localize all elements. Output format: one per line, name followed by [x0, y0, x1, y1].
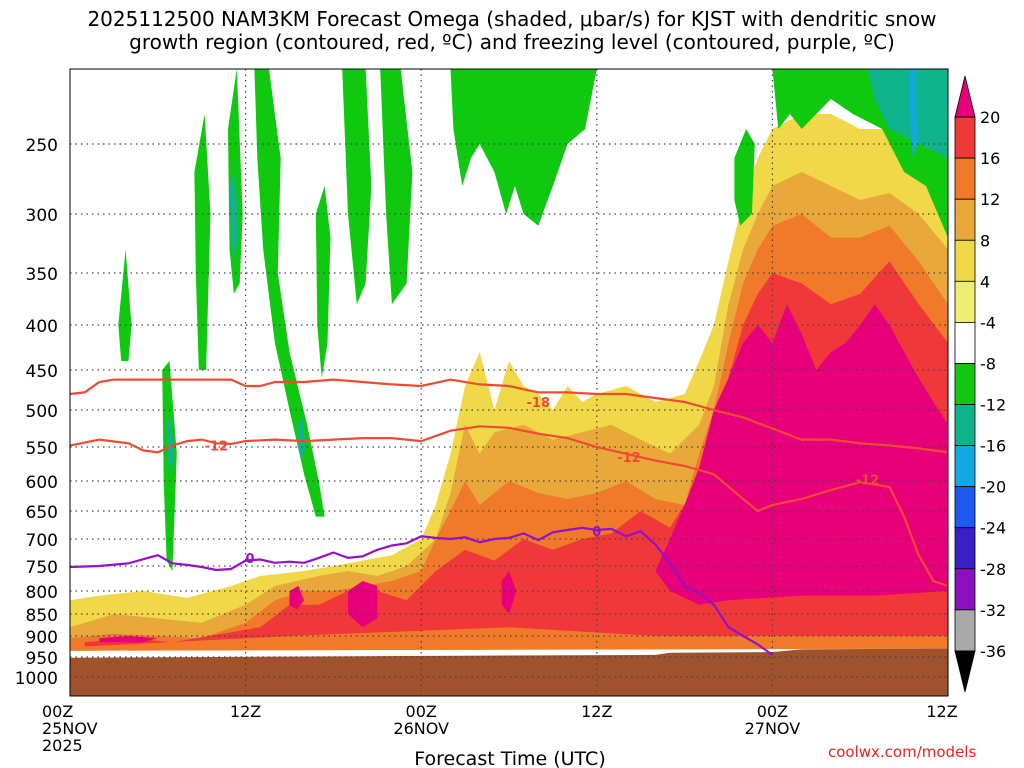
- colorbar: 20 16 12 8 4 -4 -8 -12 -16 -20 -24 -28 -32 -36: [954, 75, 1006, 693]
- colorbar-swatch-10: [954, 486, 976, 529]
- omega-region-magenta-main: [655, 304, 948, 605]
- contour-label-0: -18: [527, 396, 551, 411]
- omega-region-green-8: [380, 69, 413, 305]
- omega-region-green-6: [315, 186, 331, 378]
- colorbar-label--16: -16: [980, 437, 1006, 456]
- omega-region-magenta-b4: [501, 571, 517, 614]
- y-tick-label-300: 300: [26, 206, 58, 226]
- chart-title-line1: 2025112500 NAM3KM Forecast Omega (shaded…: [87, 7, 937, 31]
- y-tick-label-650: 650: [26, 503, 58, 523]
- colorbar-swatch-0: [954, 75, 976, 118]
- y-tick-label-1000: 1000: [15, 669, 58, 689]
- x-tick-label-48-0: 00Z: [757, 702, 788, 721]
- omega-region-green-7: [342, 69, 372, 305]
- y-tick-label-550: 550: [26, 439, 58, 459]
- contour-label-3: -12: [856, 474, 880, 489]
- contour-label-4: 0: [245, 552, 254, 567]
- dgz-contour-minus18: [70, 378, 948, 454]
- colorbar-label-4: 4: [980, 272, 990, 291]
- x-tick-label-24-1: 26NOV: [393, 719, 449, 738]
- colorbar-swatch-11: [954, 527, 976, 570]
- colorbar-swatch-7: [954, 363, 976, 405]
- colorbar-label--24: -24: [980, 519, 1006, 538]
- colorbar-swatch-9: [954, 445, 976, 488]
- colorbar-label--8: -8: [980, 354, 996, 373]
- x-tick-label-24-0: 00Z: [406, 702, 437, 721]
- omega-region-green-1: [118, 249, 132, 361]
- x-tick-label-60-0: 12Z: [926, 702, 957, 721]
- contour-layer: -18 -12 -12 -12 0 0: [70, 378, 948, 656]
- colorbar-swatch-1: [954, 116, 976, 159]
- colorbar-swatch-13: [954, 609, 976, 652]
- colorbar-label--36: -36: [980, 642, 1006, 661]
- plot-frame: [69, 68, 949, 697]
- contour-label-1: -12: [205, 440, 229, 455]
- y-tick-label-600: 600: [26, 473, 58, 493]
- omega-region-magenta-b3: [289, 586, 305, 610]
- colorbar-label--20: -20: [980, 478, 1006, 497]
- x-axis-label: Forecast Time (UTC): [414, 748, 605, 768]
- x-tick-label-36-0: 12Z: [581, 702, 612, 721]
- y-tick-label-850: 850: [26, 606, 58, 626]
- omega-region-green-5: [254, 69, 325, 517]
- colorbar-swatch-5: [954, 280, 976, 323]
- contour-label-5: 0: [592, 525, 601, 540]
- colorbar-swatch-12: [954, 568, 976, 611]
- x-tick-label-48-1: 27NOV: [745, 719, 801, 738]
- omega-region-green-9: [450, 69, 597, 226]
- y-tick-label-900: 900: [26, 628, 58, 648]
- colorbar-label-16: 16: [980, 149, 1000, 168]
- omega-region-cyan-1: [910, 69, 918, 158]
- omega-region-magenta-b1: [99, 636, 158, 643]
- y-tick-label-400: 400: [26, 317, 58, 337]
- x-tick-label-0-2: 2025: [42, 736, 83, 755]
- colorbar-label--32: -32: [980, 601, 1006, 620]
- omega-region-magenta-b2: [348, 581, 378, 628]
- omega-region-teal-4: [298, 417, 306, 461]
- y-axis: 2503003504004505005506006507007508008509…: [15, 136, 58, 689]
- colorbar-label-8: 8: [980, 231, 990, 250]
- y-tick-label-450: 450: [26, 362, 58, 382]
- chart-title-line2: growth region (contoured, red, ºC) and f…: [129, 30, 895, 54]
- credit-link[interactable]: coolwx.com/models: [828, 743, 977, 761]
- omega-region-teal-1: [867, 69, 948, 158]
- x-tick-label-0-0: 00Z: [42, 702, 73, 721]
- x-tick-label-0-1: 25NOV: [42, 719, 98, 738]
- colorbar-swatch-4: [954, 239, 976, 282]
- grid-layer: [70, 69, 948, 696]
- y-tick-label-350: 350: [26, 265, 58, 285]
- colorbar-label--28: -28: [980, 560, 1006, 579]
- colorbar-label--12: -12: [980, 396, 1006, 415]
- contour-label-2: -12: [617, 451, 641, 466]
- colorbar-swatch-14: [954, 650, 976, 693]
- omega-region-teal-2: [229, 172, 239, 262]
- y-tick-label-250: 250: [26, 136, 58, 156]
- colorbar-swatch-6: [954, 321, 976, 364]
- y-tick-label-750: 750: [26, 558, 58, 578]
- colorbar-swatch-2: [954, 157, 976, 200]
- x-tick-label-12-0: 12Z: [230, 702, 261, 721]
- omega-region-green-3: [194, 114, 211, 370]
- colorbar-label-12: 12: [980, 190, 1000, 209]
- y-tick-label-700: 700: [26, 531, 58, 551]
- ground-surface: [70, 648, 948, 696]
- colorbar-swatch-3: [954, 198, 976, 241]
- omega-shading-layer: [70, 69, 948, 696]
- dgz-contour-minus12: [70, 425, 948, 588]
- colorbar-label--4: -4: [980, 313, 996, 332]
- omega-region-green-10: [734, 129, 755, 226]
- y-tick-label-800: 800: [26, 583, 58, 603]
- colorbar-label-20: 20: [980, 108, 1000, 127]
- freezing-level-contour: [70, 526, 774, 656]
- y-tick-label-950: 950: [26, 649, 58, 669]
- colorbar-swatch-8: [954, 404, 976, 446]
- y-tick-label-500: 500: [26, 402, 58, 422]
